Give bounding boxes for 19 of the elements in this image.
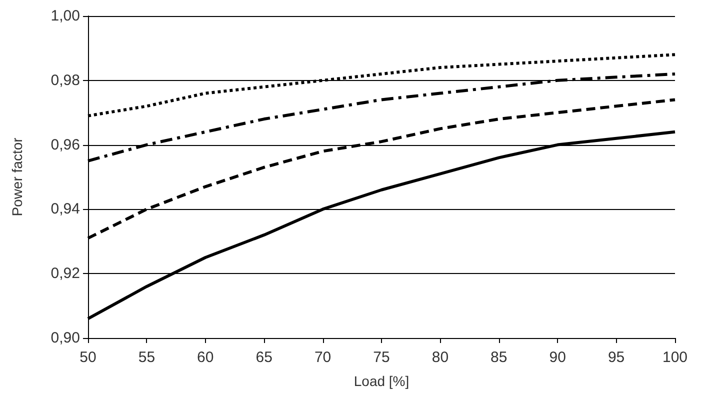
y-tick-label: 0,94 <box>50 200 80 218</box>
x-tick-label: 65 <box>256 349 272 366</box>
y-tick-label: 0,92 <box>50 265 80 282</box>
x-tick-label: 50 <box>80 349 96 366</box>
x-tick-label: 90 <box>549 349 566 366</box>
x-tick-label: 60 <box>197 349 214 366</box>
x-tick-label: 100 <box>662 349 688 366</box>
x-tick-label: 80 <box>432 349 449 366</box>
x-tick-label: 75 <box>373 349 390 366</box>
y-tick-label: 0,96 <box>50 136 80 154</box>
y-axis-title: Power factor <box>9 137 25 216</box>
y-tick-label: 1,00 <box>50 8 80 24</box>
y-tick-label: 0,90 <box>50 330 80 346</box>
x-axis-title: Load [%] <box>354 373 410 389</box>
x-tick-label: 85 <box>490 349 508 366</box>
x-tick-label: 55 <box>138 349 156 366</box>
x-tick-label: 95 <box>608 349 625 366</box>
x-tick-label: 70 <box>314 349 332 366</box>
y-tick-label: 0,98 <box>50 72 80 89</box>
